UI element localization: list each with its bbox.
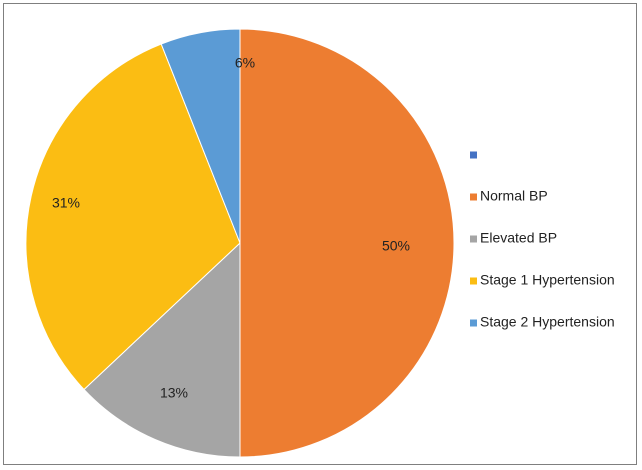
pie-slices: [25, 28, 455, 458]
data-label-normal-bp: 50%: [382, 238, 410, 254]
legend-swatch-elevated-bp: [470, 235, 477, 243]
legend: Normal BP Elevated BP Stage 1 Hypertension…: [470, 151, 615, 330]
pie-slice-stage-1-hypertension: [25, 43, 241, 391]
chart-frame: 50% 13% 31% 6% Normal BP Elevated BP Stage 1 …: [3, 3, 637, 465]
pie-slice-elevated-bp: [83, 241, 241, 458]
legend-label-elevated-bp: Elevated BP: [480, 230, 557, 246]
pie-slice-normal-bp: [239, 28, 455, 458]
data-label-elevated-bp: 13%: [160, 385, 188, 401]
legend-swatch-stage-2-hypertension: [470, 319, 477, 327]
legend-label-stage-2-hypertension: Stage 2 Hypertension: [480, 314, 615, 330]
legend-swatch-stage-1-hypertension: [470, 277, 477, 285]
legend-swatch-unnamed: [470, 151, 477, 159]
data-label-stage-2-hypertension: 6%: [235, 55, 255, 71]
legend-swatch-normal-bp: [470, 193, 477, 201]
data-labels: 50% 13% 31% 6%: [52, 55, 410, 401]
pie-slice-stage-2-hypertension: [160, 28, 241, 244]
pie-chart: 50% 13% 31% 6% Normal BP Elevated BP Stage 1 …: [25, 28, 615, 458]
legend-label-stage-1-hypertension: Stage 1 Hypertension: [480, 272, 615, 288]
data-label-stage-1-hypertension: 31%: [52, 195, 80, 211]
legend-label-normal-bp: Normal BP: [480, 188, 548, 204]
